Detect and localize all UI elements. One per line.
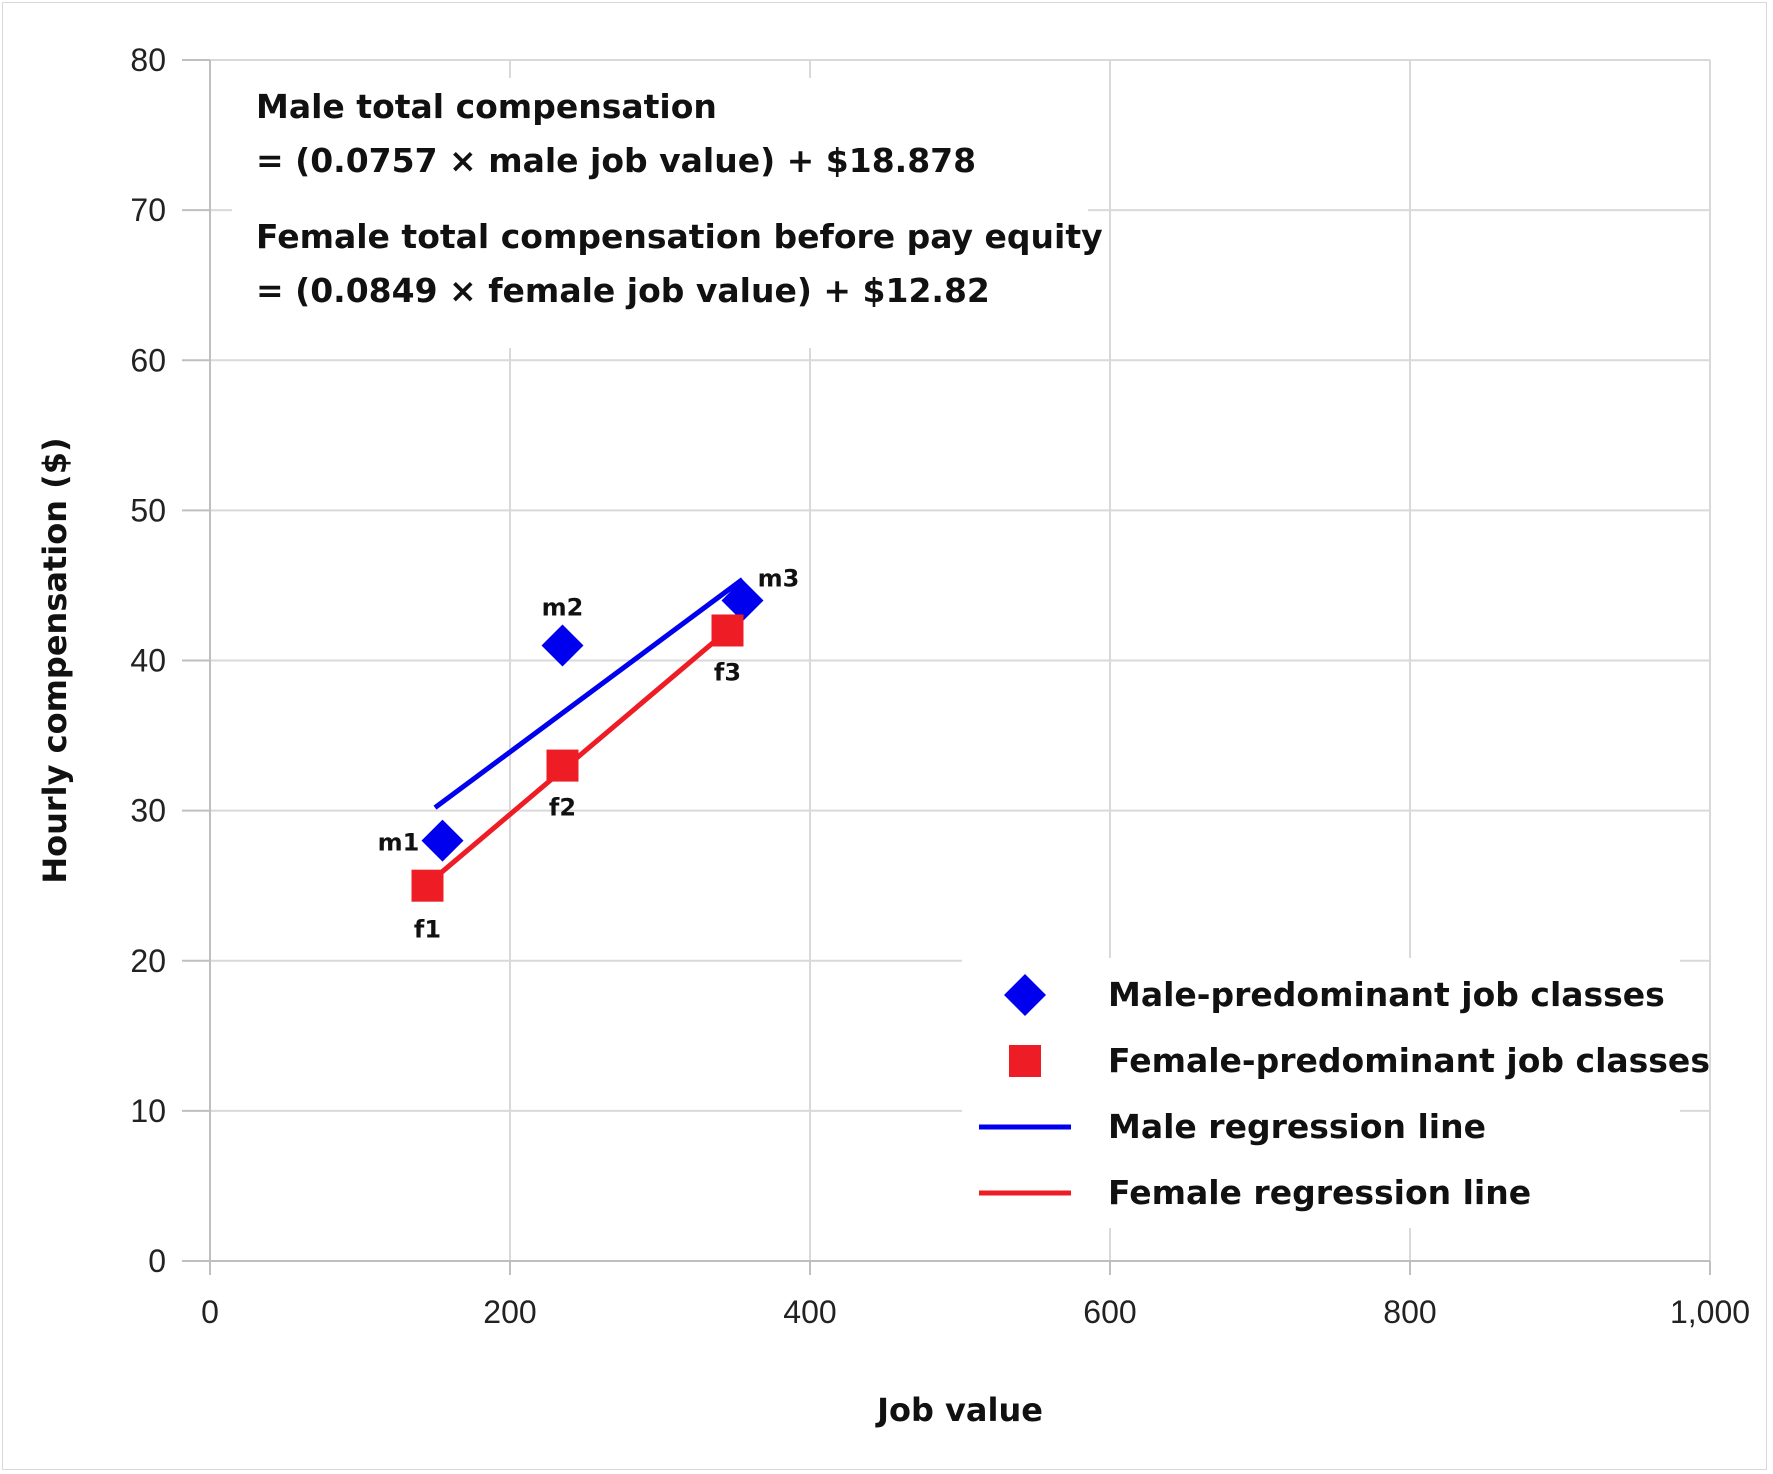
regression-equations: Male total compensation = (0.0757 × male …	[256, 87, 1103, 310]
y-tick-label-3: 30	[130, 793, 166, 829]
x-tick-label-5: 1,000	[1670, 1294, 1750, 1330]
x-tick-label-0: 0	[201, 1294, 219, 1330]
x-tick-label-1: 200	[483, 1294, 536, 1330]
legend-label-1: Female-predominant job classes	[1108, 1041, 1710, 1080]
y-tick-label-5: 50	[130, 492, 166, 528]
point-label-f1: f1	[414, 916, 441, 944]
legend-background	[962, 958, 1680, 1228]
data-point-m3	[721, 579, 764, 622]
y-axis-title: Hourly compensation ($)	[36, 437, 74, 883]
series-line-2	[433, 577, 744, 810]
equation-line-1: = (0.0757 × male job value) + $18.878	[256, 141, 976, 180]
y-tick-label-7: 70	[130, 192, 166, 228]
point-label-m2: m2	[542, 593, 584, 621]
legend-label-2: Male regression line	[1108, 1107, 1486, 1146]
legend-marker-1	[1009, 1045, 1041, 1077]
data-point-f1	[411, 869, 444, 902]
series	[411, 577, 764, 902]
x-tick-label-4: 800	[1383, 1294, 1436, 1330]
legend-label-0: Male-predominant job classes	[1108, 975, 1665, 1014]
data-point-m2	[541, 624, 584, 667]
point-label-m3: m3	[758, 564, 800, 592]
data-point-m1	[421, 819, 464, 862]
y-tick-label-2: 20	[130, 943, 166, 979]
equation-line-3: = (0.0849 × female job value) + $12.82	[256, 271, 990, 310]
equation-line-2: Female total compensation before pay equ…	[256, 217, 1103, 256]
legend-label-3: Female regression line	[1108, 1173, 1531, 1212]
point-label-f3: f3	[714, 658, 741, 686]
annotation-background	[232, 78, 1088, 348]
point-label-m1: m1	[378, 829, 420, 857]
x-tick-label-2: 400	[783, 1294, 836, 1330]
legend-marker-0	[1004, 974, 1046, 1016]
x-axis-title: Job value	[875, 1391, 1043, 1429]
y-tick-label-1: 10	[130, 1093, 166, 1129]
y-tick-label-8: 80	[130, 42, 166, 78]
data-point-f2	[546, 749, 579, 782]
y-tick-label-0: 0	[148, 1243, 166, 1279]
y-tick-label-4: 40	[130, 643, 166, 679]
x-tick-label-3: 600	[1083, 1294, 1136, 1330]
data-point-f3	[711, 614, 744, 647]
point-labels: m1 m2 m3 f1 f2 f3	[378, 564, 800, 943]
point-label-f2: f2	[549, 794, 576, 822]
equation-line-0: Male total compensation	[256, 87, 717, 126]
y-tick-label-6: 60	[130, 342, 166, 378]
legend: Male-predominant job classes Female-predo…	[979, 974, 1710, 1212]
